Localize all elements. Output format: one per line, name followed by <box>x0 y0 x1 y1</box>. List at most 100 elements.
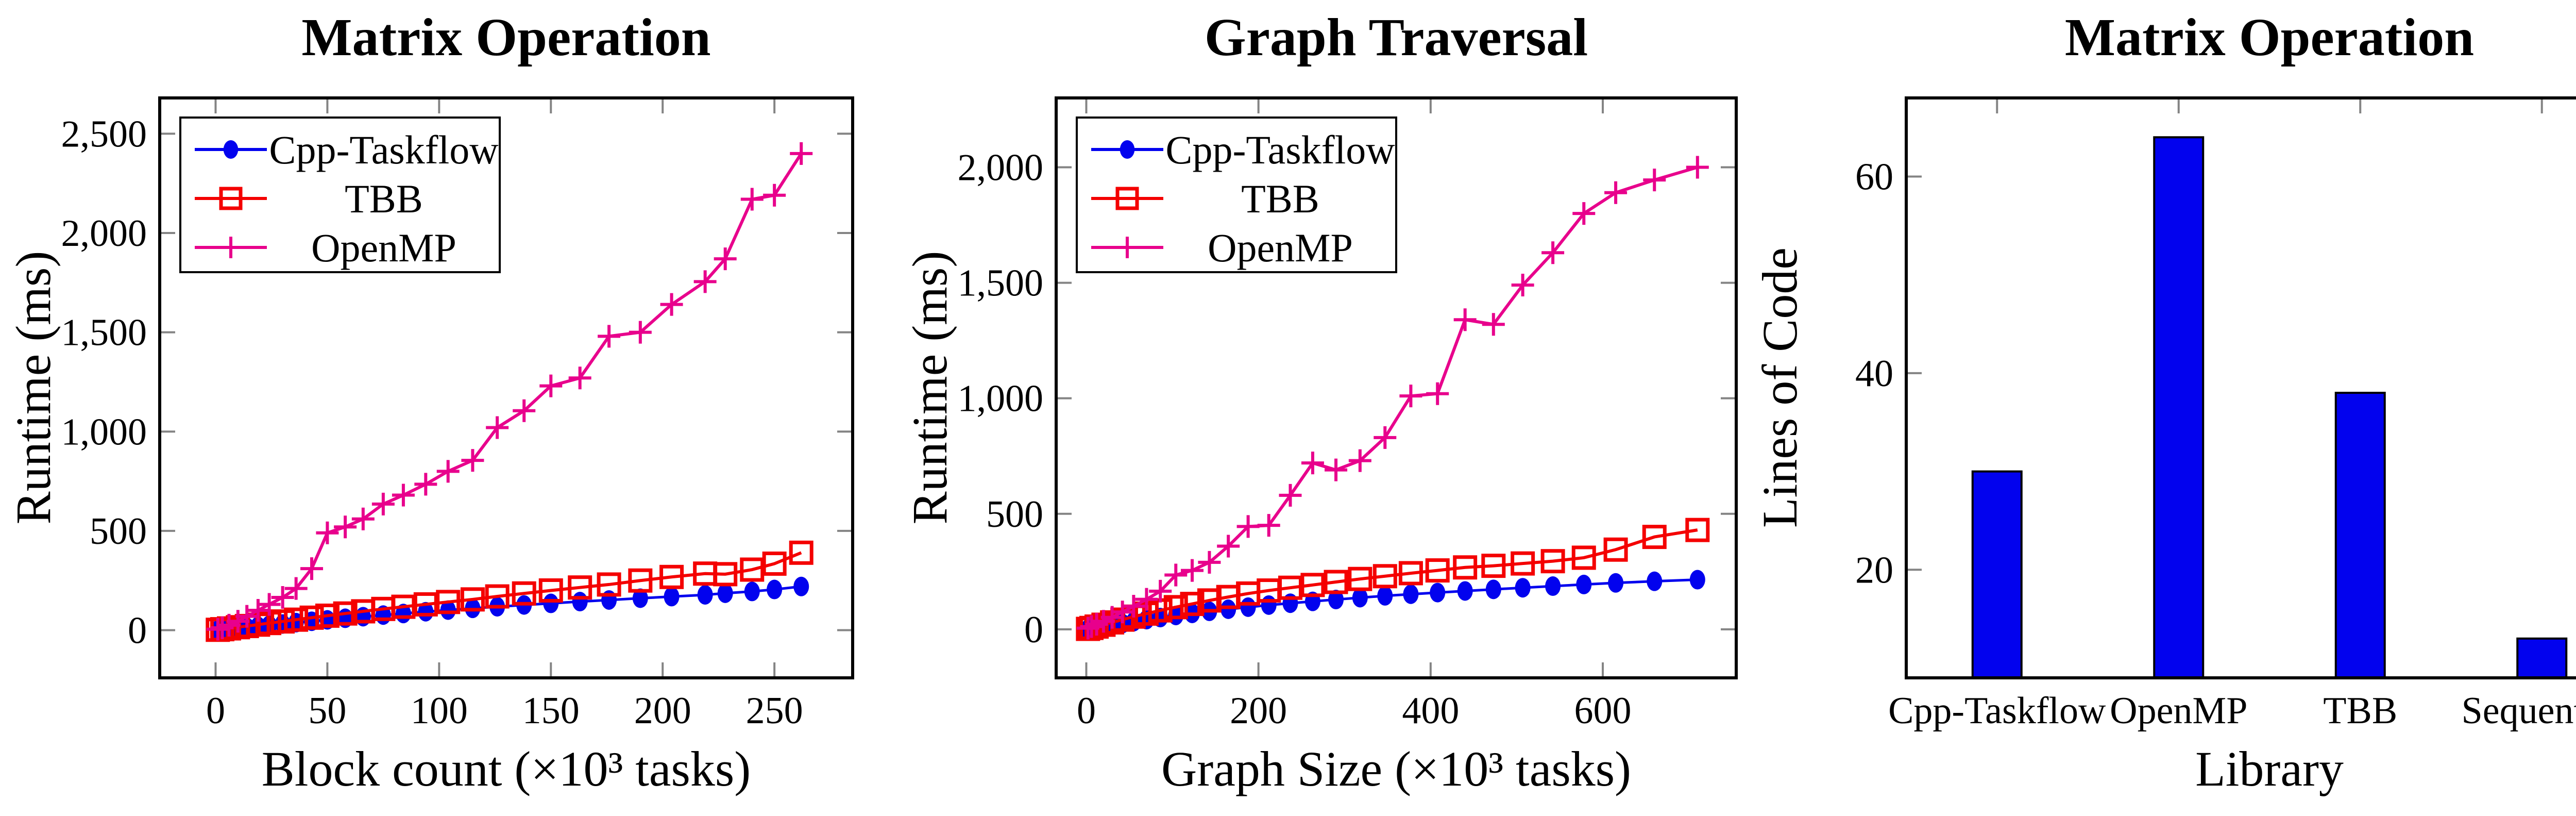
marker-plus <box>568 367 591 390</box>
marker-circle <box>543 593 559 613</box>
marker-circle <box>1328 590 1344 610</box>
marker-square <box>1511 551 1535 576</box>
marker-plus <box>220 237 242 258</box>
marker-square <box>1453 555 1478 580</box>
marker-plus <box>284 577 308 600</box>
marker-circle <box>1377 586 1393 606</box>
marker-square <box>1642 525 1667 549</box>
marker-plus <box>351 507 375 530</box>
marker-square <box>1324 570 1348 594</box>
marker-plus <box>1198 551 1221 574</box>
y-tick-label: 2,500 <box>61 113 147 155</box>
x-tick-label: 0 <box>1077 690 1096 732</box>
marker-circle <box>1457 581 1473 601</box>
marker-plus <box>1572 202 1596 225</box>
x-tick-label: 400 <box>1402 690 1459 732</box>
marker-plus <box>1511 274 1534 297</box>
marker-plus <box>1453 308 1477 331</box>
x-tick-label: 50 <box>308 690 346 732</box>
y-tick-label: 40 <box>1855 353 1893 395</box>
marker-plus <box>1399 385 1422 408</box>
marker-square <box>315 603 340 628</box>
legend-label: TBB <box>1241 176 1319 221</box>
marker-square <box>1115 187 1139 210</box>
marker-circle <box>440 600 456 620</box>
x-tick-label: 200 <box>634 690 691 732</box>
x-tick-label: TBB <box>2323 690 2397 732</box>
marker-circle <box>1647 571 1663 591</box>
marker-circle <box>1120 140 1135 159</box>
marker-square <box>1300 573 1325 597</box>
y-tick-label: 1,000 <box>958 378 1044 420</box>
legend-label: TBB <box>345 176 423 221</box>
y-tick-label: 0 <box>1024 609 1043 651</box>
marker-square <box>436 590 461 614</box>
bar-tbb <box>2334 392 2386 679</box>
marker-circle <box>572 592 588 612</box>
marker-plus <box>539 374 563 397</box>
marker-plus <box>1257 514 1280 537</box>
marker-plus <box>392 484 415 507</box>
marker-square <box>1685 518 1710 542</box>
y-tick-label: 1,500 <box>958 262 1044 305</box>
marker-circle <box>632 588 648 608</box>
marker-square <box>512 581 536 606</box>
marker-circle <box>767 579 783 599</box>
marker-square <box>762 551 787 576</box>
marker-plus <box>271 586 294 609</box>
marker-plus <box>258 593 281 616</box>
bar-cpp-taskflow <box>1971 470 2023 679</box>
legend-label: OpenMP <box>311 225 456 270</box>
marker-square <box>1425 558 1450 583</box>
x-tick-label: 200 <box>1230 690 1287 732</box>
plot-border <box>1055 96 1738 679</box>
marker-plus <box>660 293 683 316</box>
y-tick-label: 20 <box>1855 549 1893 591</box>
marker-circle <box>1576 574 1592 594</box>
marker-plus <box>1301 452 1324 475</box>
x-tick-label: OpenMP <box>2110 690 2247 732</box>
marker-plus <box>316 521 339 544</box>
bar-openmp <box>2153 136 2205 679</box>
chart2-x-axis-label: Graph Size (×10³ tasks) <box>1161 741 1632 796</box>
marker-plus <box>461 449 484 472</box>
marker-circle <box>1352 588 1368 608</box>
plot-border <box>158 96 854 679</box>
legend-label: Cpp-Taskflow <box>269 127 498 172</box>
marker-square <box>284 607 309 632</box>
marker-plus <box>1181 559 1204 582</box>
marker-plus <box>513 399 536 422</box>
marker-plus <box>1348 449 1371 472</box>
bar-sequential <box>2516 637 2568 679</box>
marker-circle <box>1430 582 1446 603</box>
marker-circle <box>1261 595 1277 615</box>
marker-circle <box>1545 576 1561 596</box>
marker-circle <box>418 602 434 622</box>
marker-plus <box>763 184 786 207</box>
marker-square <box>538 578 563 603</box>
marker-circle <box>1221 599 1236 619</box>
y-tick-label: 0 <box>128 610 147 652</box>
chart-2-line: 0 500 1,000 1,500 2,000 0 200 400 600 Cpp-Taskflo… <box>958 96 1738 732</box>
marker-circle <box>1485 579 1501 599</box>
marker-circle <box>793 576 809 596</box>
marker-square <box>1481 554 1506 578</box>
marker-square <box>219 187 243 210</box>
series-openmp <box>206 142 813 641</box>
marker-plus <box>714 247 737 271</box>
marker-square <box>1348 567 1372 591</box>
marker-circle <box>717 583 733 603</box>
marker-square <box>460 587 485 612</box>
marker-plus <box>334 515 357 539</box>
marker-circle <box>1608 573 1624 593</box>
marker-plus <box>1426 382 1449 405</box>
marker-circle <box>223 140 239 159</box>
x-tick-label: 100 <box>411 690 468 732</box>
marker-circle <box>1403 584 1419 604</box>
marker-circle <box>1515 578 1531 598</box>
legend-label: OpenMP <box>1208 225 1353 270</box>
